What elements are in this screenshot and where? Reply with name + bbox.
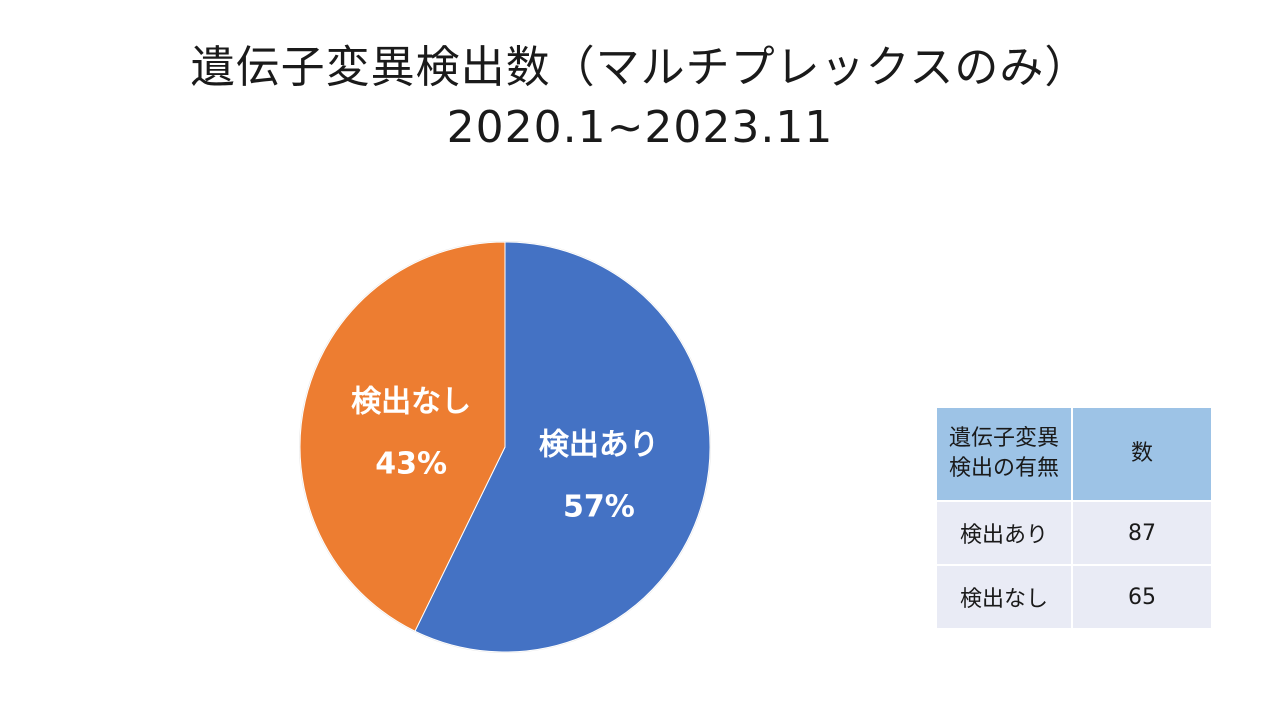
- table-header-count: 数: [1073, 408, 1211, 502]
- table-row: 検出あり 87: [937, 502, 1211, 566]
- pie-slice-detected: [414, 241, 711, 653]
- table-header-status: 遺伝子変異 検出の有無: [937, 408, 1073, 502]
- pie-chart: 検出あり 57% 検出なし 43%: [299, 241, 711, 653]
- pie-label-percent: 43%: [375, 446, 447, 481]
- table-header-status-line2: 検出の有無: [948, 456, 1059, 481]
- pie-label-category: 検出なし: [351, 384, 471, 419]
- table-cell-status: 検出あり: [937, 502, 1073, 566]
- table-cell-count: 87: [1073, 502, 1211, 566]
- pie-label-percent: 57%: [563, 490, 635, 525]
- table-header-status-line1: 遺伝子変異: [948, 426, 1059, 451]
- slide-title: 遺伝子変異検出数（マルチプレックスのみ） 2020.1~2023.11: [0, 38, 1280, 158]
- table-cell-status: 検出なし: [937, 566, 1073, 630]
- pie-label-category: 検出あり: [539, 428, 659, 463]
- title-line-period: 2020.1~2023.11: [446, 102, 834, 153]
- mutation-count-table: 遺伝子変異 検出の有無 数 検出あり 87 検出なし 65: [937, 408, 1211, 630]
- table-header-row: 遺伝子変異 検出の有無 数: [937, 408, 1211, 502]
- title-line-main: 遺伝子変異検出数（マルチプレックスのみ）: [190, 42, 1090, 93]
- table-cell-count: 65: [1073, 566, 1211, 630]
- pie-slice-not-detected: [299, 241, 506, 632]
- table-row: 検出なし 65: [937, 566, 1211, 630]
